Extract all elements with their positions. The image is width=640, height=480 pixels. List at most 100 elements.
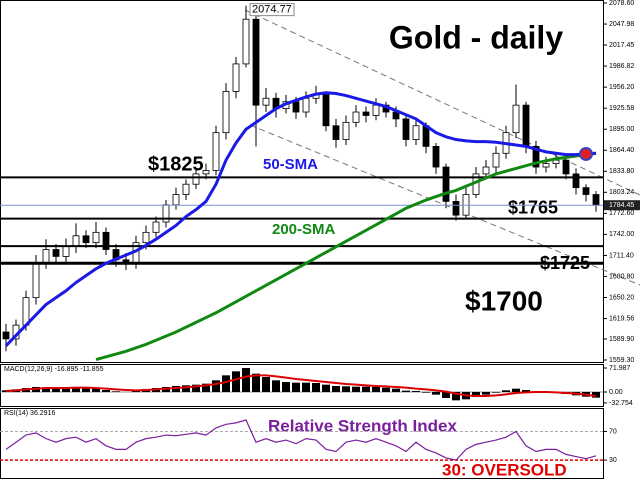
y-tick-label: 1895.00 [609,126,634,133]
candle-body [82,235,90,244]
macd-bar [472,392,480,397]
rsi-label: RSI(14) 36.2916 [4,410,55,417]
candle-body [72,235,80,247]
last-price-label: 1784.45 [609,202,634,209]
candle-body [2,331,10,340]
oversold-annotation: 30: OVERSOLD [442,460,567,479]
macd-bar [282,382,290,392]
y-tick-label: 71.987 [609,365,631,372]
candle-body [322,94,330,127]
level-label: $1700 [465,286,543,317]
candle-body [252,18,260,106]
sma-line [95,151,597,361]
level-label: $1765 [508,197,558,217]
rsi-panel [0,408,604,479]
macd-bar [362,386,370,392]
macd-bar [192,384,200,392]
macd-bar [92,388,100,392]
macd-bar [352,386,360,392]
macd-bar [522,390,530,392]
sma-label: 200-SMA [272,221,336,238]
macd-bar [322,384,330,392]
macd-bar [252,373,260,392]
candle-body [242,18,250,65]
candle-body [562,159,570,175]
macd-bar [272,380,280,392]
macd-label: MACD(12,26,9) -16.895 -11.855 [4,366,104,373]
rsi-line [5,419,597,461]
macd-bar [392,388,400,392]
candle-body [542,163,550,168]
candle-body [582,187,590,195]
macd-bar [82,388,90,392]
macd-bar [232,371,240,392]
y-tick-label: 2078.60 [609,0,634,7]
candle-body [32,262,40,299]
y-tick-label: 1803.24 [609,189,634,196]
y-tick-label: 1650.20 [609,294,634,301]
candle-body [532,146,540,168]
macd-panel [0,364,604,407]
level-label: $1825 [148,154,204,176]
candle-body [572,173,580,189]
y-tick-label: 2017.45 [609,42,634,49]
macd-bar [52,388,60,392]
macd-bar [312,383,320,392]
candle-body [412,125,420,140]
macd-bar [592,392,600,398]
y-tick-label: 1711.40 [609,252,634,259]
macd-bar [382,387,390,392]
candle-body [52,249,60,257]
macd-bar [422,392,430,393]
candle-body [292,101,300,113]
y-tick-label: 1619.56 [609,315,634,322]
candle-body [442,166,450,202]
candle-body [232,63,240,92]
rsi-subtitle: Relative Strength Index [268,416,457,435]
candle-body [142,231,150,244]
peak-label: 2074.77 [252,4,292,16]
macd-bar [102,390,110,392]
candle-body [452,201,460,216]
macd-bar [182,385,190,392]
candle-body [262,97,270,106]
macd-bar [452,392,460,401]
candle-body [342,121,350,140]
macd-bar [482,392,490,395]
y-tick-label: 1742.00 [609,231,634,238]
macd-bar [212,380,220,392]
sma-line [4,91,597,347]
candle-body [402,118,410,140]
macd-bar [72,387,80,392]
macd-bar [302,382,310,392]
macd-bar [432,392,440,395]
y-tick-label: 1589.90 [609,336,634,343]
macd-bar [202,383,210,392]
y-tick-label: 1772.60 [609,210,634,217]
candle-body [192,173,200,185]
candle-body [592,194,600,206]
candle-body [222,91,230,134]
macd-bar [112,391,120,392]
candle-body [92,231,100,244]
y-tick-label: 1956.20 [609,84,634,91]
y-tick-label: 1680.80 [609,273,634,280]
macd-bar [372,387,380,392]
candle-body [372,104,380,116]
macd-bar [412,391,420,392]
candle-body [42,249,50,264]
y-tick-label: 30 [609,457,617,464]
macd-bar [222,375,230,392]
candle-body [152,221,160,233]
y-tick-label: 1986.82 [609,63,634,70]
y-tick-label: 1864.40 [609,147,634,154]
candle-body [302,97,310,113]
macd-bar [2,390,10,392]
sma-label: 50-SMA [263,156,318,173]
macd-bar [262,377,270,392]
macd-bar [442,392,450,398]
candle-body [482,166,490,175]
candle-body [362,111,370,116]
price-panel [0,0,604,363]
